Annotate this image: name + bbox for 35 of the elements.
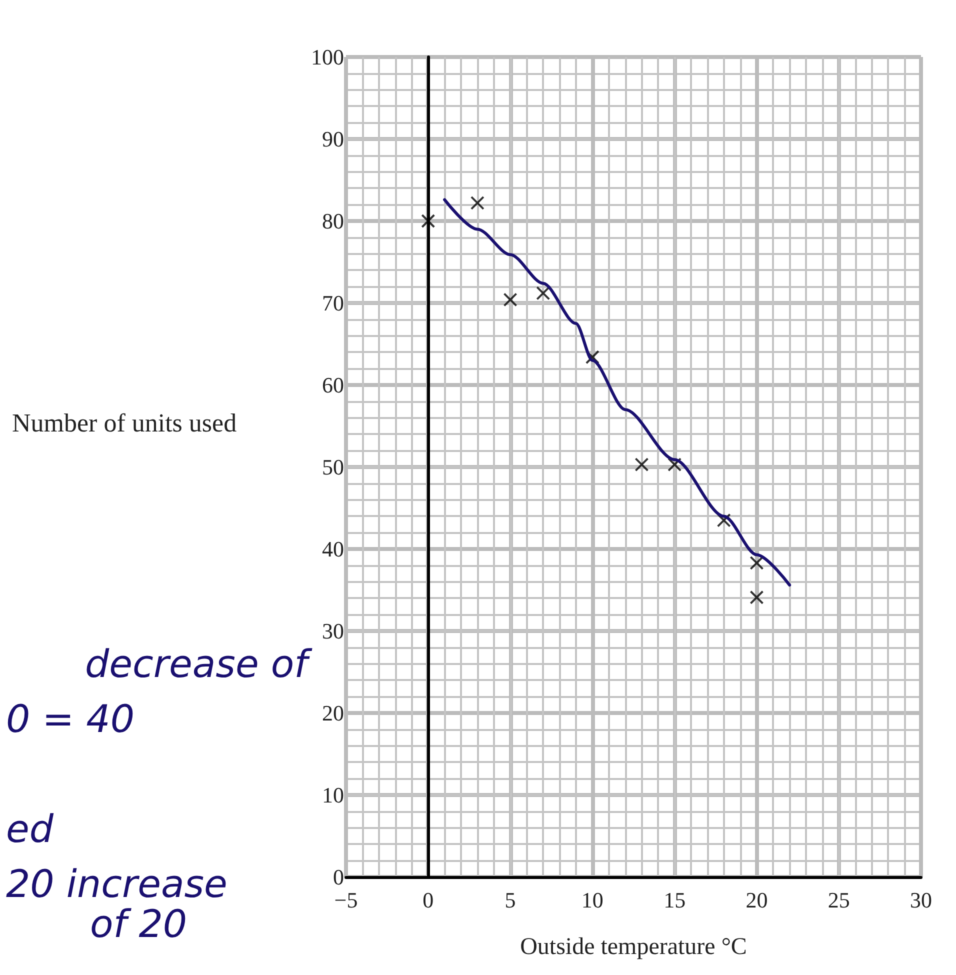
y-tick-label: 30 [322, 618, 344, 644]
line-series [443, 198, 792, 587]
text: decrease of [85, 642, 314, 686]
y-axis-title: Number of units used [12, 408, 237, 438]
point [716, 513, 731, 528]
point [421, 214, 436, 228]
x-tick-label: 5 [504, 888, 516, 912]
y-tick-label: 10 [322, 782, 344, 808]
point [536, 286, 550, 300]
point [585, 350, 600, 364]
y-tick-label: 20 [322, 700, 344, 726]
y-tick-label: 80 [322, 208, 344, 234]
text: 0 = 40 [6, 697, 135, 741]
y-tick-label: 40 [322, 536, 344, 562]
y-tick-label: 100 [311, 44, 344, 70]
x-tick-label: 0 [422, 888, 434, 912]
x-tick-label: 30 [910, 888, 932, 912]
x-tick-label: 15 [664, 888, 686, 912]
x-axis-title: Outside temperature °C [520, 934, 747, 960]
y-tick-label: 0 [333, 864, 344, 890]
text: ed [6, 807, 54, 851]
x-tick-label: 10 [581, 888, 604, 912]
y-tick-label: 60 [322, 372, 344, 398]
point [503, 292, 518, 307]
x-tick-label: 25 [828, 888, 850, 912]
x-tick-label: −5 [334, 888, 358, 912]
y-tick-label: 70 [322, 290, 344, 316]
y-tick-label: 90 [322, 126, 344, 152]
point [750, 556, 764, 570]
point [634, 458, 649, 472]
point [470, 196, 484, 210]
point [668, 458, 682, 472]
y-tick-label: 50 [322, 454, 344, 480]
x-tick-label: 20 [746, 888, 768, 912]
point [750, 590, 764, 604]
